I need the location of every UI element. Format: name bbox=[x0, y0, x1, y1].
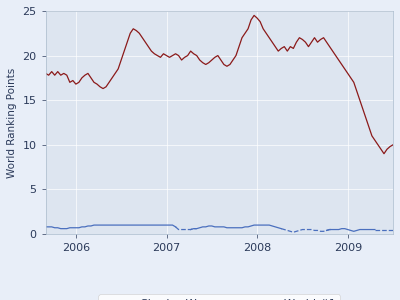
Y-axis label: World Ranking Points: World Ranking Points bbox=[7, 67, 17, 178]
Legend: Charles Warren, World #1: Charles Warren, World #1 bbox=[98, 294, 340, 300]
